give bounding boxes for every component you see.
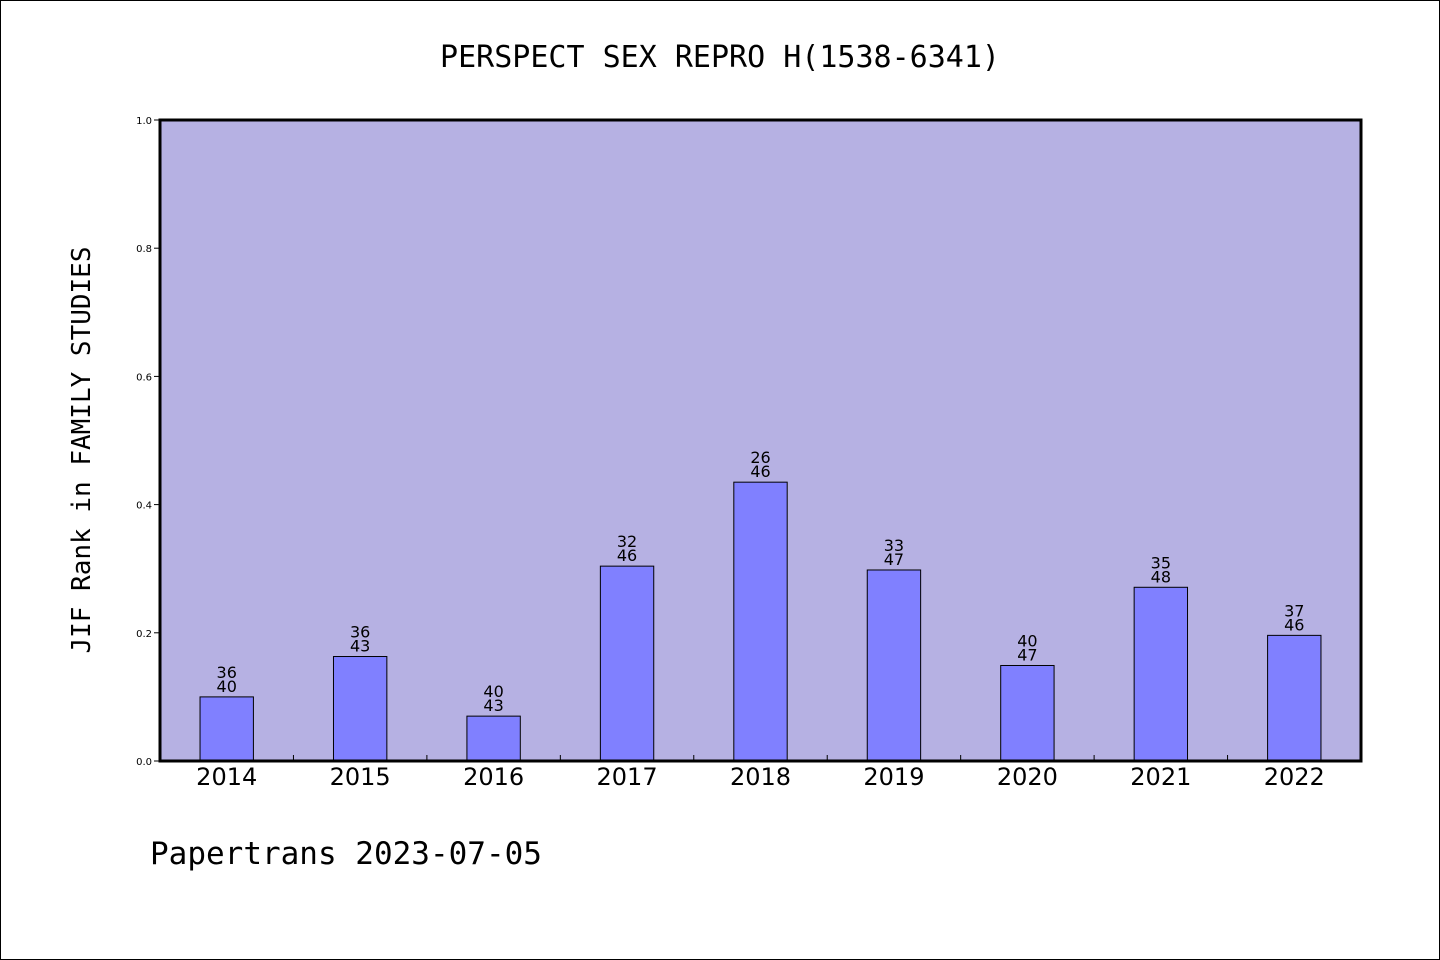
- x-tick-label-2014: 2014: [196, 763, 257, 791]
- bar-total-label: 47: [1017, 645, 1037, 664]
- bar-total-label: 43: [350, 637, 370, 656]
- bar-total-label: 46: [617, 546, 637, 565]
- bar-2016: [466, 715, 521, 762]
- bar-2019: [866, 569, 922, 762]
- x-tick-label-2021: 2021: [1130, 763, 1191, 791]
- y-tick-label: 1.0: [136, 116, 152, 127]
- bar-rank-label: 37: [1284, 601, 1304, 620]
- chart-title: PERSPECT SEX REPRO H(1538-6341): [440, 40, 1000, 75]
- x-tick-label-2022: 2022: [1264, 763, 1325, 791]
- bar-total-label: 47: [884, 550, 904, 569]
- y-tick-label: 0.4: [136, 501, 152, 512]
- bar-2017: [599, 565, 655, 762]
- bar-2018: [733, 481, 788, 762]
- bar-rank-label: 35: [1151, 553, 1171, 572]
- plot-border: [158, 118, 1363, 763]
- bar-2014: [199, 696, 254, 762]
- bar-2022: [1267, 634, 1322, 762]
- bar-total-label: 40: [217, 677, 237, 696]
- bar-rank-label: 40: [1017, 631, 1037, 650]
- bar-2015: [332, 656, 388, 762]
- bar-rank-label: 26: [750, 448, 770, 467]
- bar-2020: [1000, 664, 1055, 762]
- bar-total-label: 46: [750, 462, 770, 481]
- bar-rank-label: 33: [884, 536, 904, 555]
- bar-2021: [1133, 586, 1189, 762]
- x-tick-label-2016: 2016: [463, 763, 524, 791]
- footer-text: Papertrans 2023-07-05: [150, 836, 542, 872]
- y-tick-label: 0.8: [136, 244, 152, 255]
- bar-total-label: 46: [1284, 615, 1304, 634]
- x-tick-label-2019: 2019: [863, 763, 924, 791]
- bar-rank-label: 36: [350, 623, 370, 642]
- x-tick-label-2020: 2020: [997, 763, 1058, 791]
- ticks-layer: 0.0 0.2 0.4 0.6 0.8 1.0 2014 2015 2016 2017 2018 20…: [136, 116, 1325, 791]
- bar-total-label: 43: [483, 696, 503, 715]
- x-tick-label-2018: 2018: [730, 763, 791, 791]
- y-axis-label: JIF Rank in FAMILY STUDIES: [67, 247, 97, 654]
- x-tick-label-2017: 2017: [597, 763, 658, 791]
- y-tick-label: 0.0: [136, 757, 152, 768]
- y-tick-label: 0.6: [136, 372, 152, 383]
- y-tick-label: 0.2: [136, 629, 152, 640]
- bar-rank-label: 36: [217, 663, 237, 682]
- x-tick-label-2015: 2015: [330, 763, 391, 791]
- bar-rank-label: 32: [617, 532, 637, 551]
- bar-rank-label: 40: [483, 682, 503, 701]
- bar-total-label: 48: [1151, 567, 1171, 586]
